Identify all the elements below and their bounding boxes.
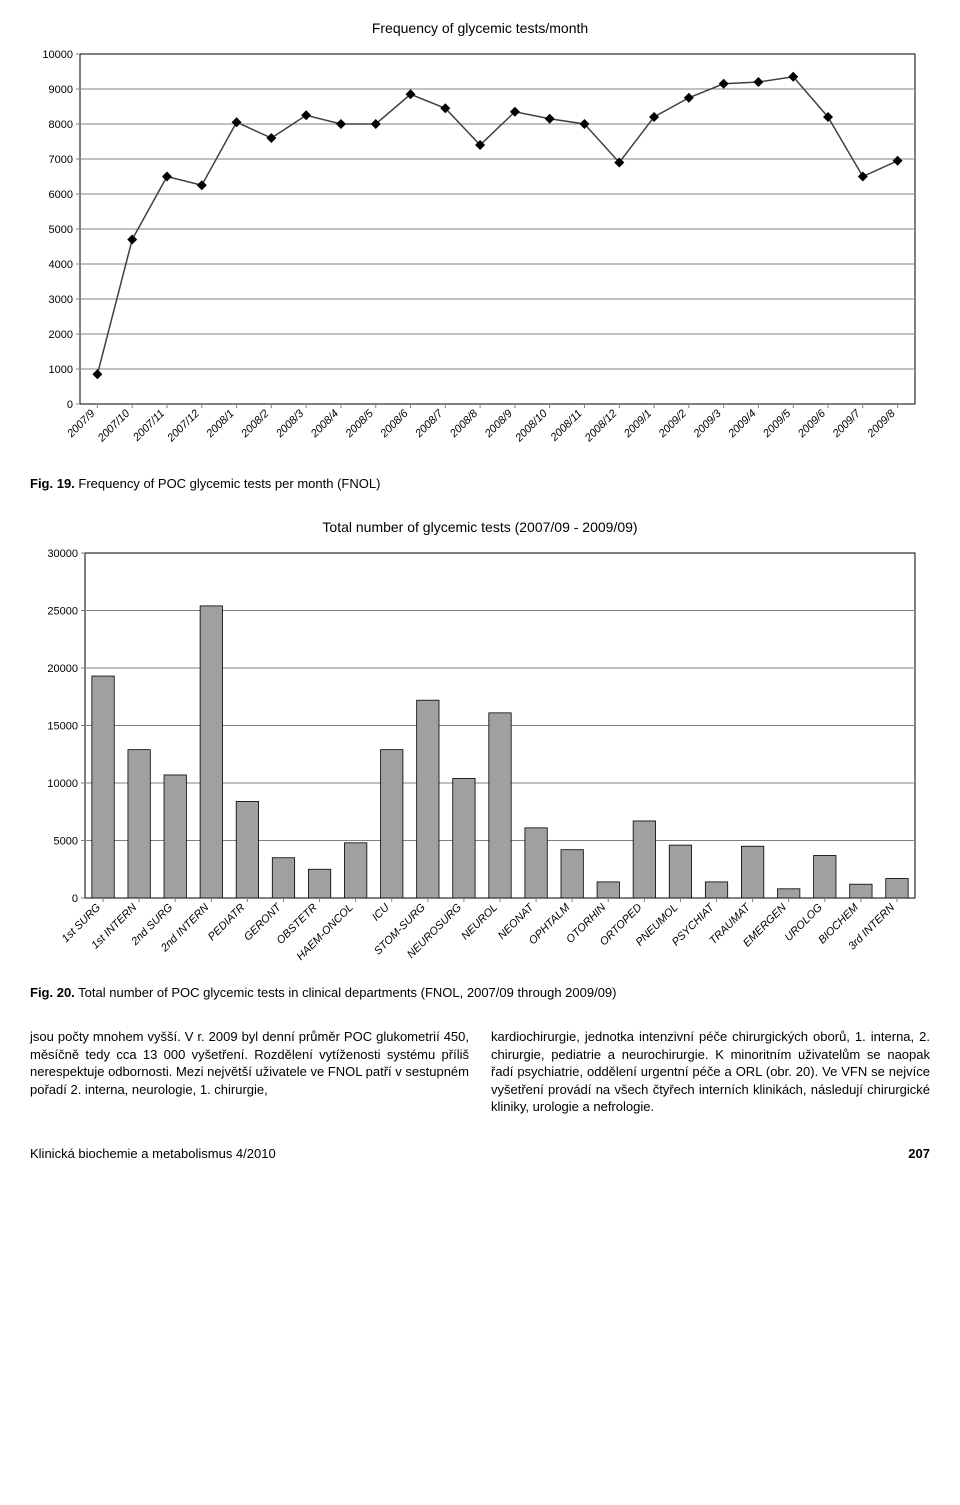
svg-text:20000: 20000 bbox=[47, 663, 78, 675]
svg-text:5000: 5000 bbox=[49, 224, 73, 236]
svg-text:2008/2: 2008/2 bbox=[238, 408, 271, 441]
page-footer: Klinická biochemie a metabolismus 4/2010… bbox=[30, 1146, 930, 1161]
svg-text:2008/7: 2008/7 bbox=[412, 407, 446, 441]
svg-text:2009/7: 2009/7 bbox=[830, 407, 864, 441]
svg-text:PEDIATR: PEDIATR bbox=[206, 902, 248, 944]
svg-text:30000: 30000 bbox=[47, 548, 78, 560]
svg-text:2007/12: 2007/12 bbox=[165, 408, 202, 445]
body-col-right: kardiochirurgie, jednotka intenzivní péč… bbox=[491, 1028, 930, 1116]
chart2-title: Total number of glycemic tests (2007/09 … bbox=[30, 519, 930, 535]
chart2-container: 0500010000150002000025000300001st SURG1s… bbox=[30, 543, 930, 973]
svg-text:9000: 9000 bbox=[49, 84, 73, 96]
fig2-caption-text: Total number of POC glycemic tests in cl… bbox=[75, 985, 617, 1000]
svg-text:2009/1: 2009/1 bbox=[621, 408, 654, 441]
fig2-caption: Fig. 20. Total number of POC glycemic te… bbox=[30, 985, 930, 1000]
fig1-caption: Fig. 19. Frequency of POC glycemic tests… bbox=[30, 476, 930, 491]
body-text-columns: jsou počty mnohem vyšší. V r. 2009 byl d… bbox=[30, 1028, 930, 1116]
svg-text:2008/1: 2008/1 bbox=[204, 408, 237, 441]
svg-text:8000: 8000 bbox=[49, 119, 73, 131]
svg-text:2007/9: 2007/9 bbox=[65, 408, 98, 441]
svg-text:6000: 6000 bbox=[49, 189, 73, 201]
svg-text:0: 0 bbox=[72, 893, 78, 905]
fig1-caption-text: Frequency of POC glycemic tests per mont… bbox=[75, 476, 381, 491]
svg-text:2008/8: 2008/8 bbox=[447, 407, 481, 441]
svg-text:5000: 5000 bbox=[54, 836, 78, 848]
svg-text:25000: 25000 bbox=[47, 606, 78, 618]
fig2-caption-bold: Fig. 20. bbox=[30, 985, 75, 1000]
chart1-title: Frequency of glycemic tests/month bbox=[30, 20, 930, 36]
footer-journal: Klinická biochemie a metabolismus 4/2010 bbox=[30, 1146, 276, 1161]
svg-text:2000: 2000 bbox=[49, 329, 73, 341]
svg-text:2007/11: 2007/11 bbox=[130, 408, 167, 445]
svg-text:2008/4: 2008/4 bbox=[308, 408, 341, 441]
svg-text:7000: 7000 bbox=[49, 154, 73, 166]
svg-text:2008/12: 2008/12 bbox=[582, 408, 619, 445]
svg-text:4000: 4000 bbox=[49, 259, 73, 271]
bar-chart: 0500010000150002000025000300001st SURG1s… bbox=[30, 543, 930, 973]
svg-text:2009/4: 2009/4 bbox=[726, 408, 759, 441]
svg-text:2009/2: 2009/2 bbox=[656, 408, 689, 441]
svg-text:2008/5: 2008/5 bbox=[343, 407, 377, 441]
svg-text:2008/6: 2008/6 bbox=[378, 407, 412, 441]
line-chart: 0 1000 2000 3000 4000 5000 6000 7000 8000 9000 100… bbox=[30, 44, 930, 464]
svg-text:2008/9: 2008/9 bbox=[482, 408, 515, 441]
svg-text:10000: 10000 bbox=[47, 778, 78, 790]
svg-text:2008/3: 2008/3 bbox=[273, 407, 307, 441]
svg-text:2008/10: 2008/10 bbox=[512, 407, 550, 445]
svg-text:1000: 1000 bbox=[49, 364, 73, 376]
svg-text:2007/10: 2007/10 bbox=[95, 407, 133, 445]
svg-text:15000: 15000 bbox=[47, 721, 78, 733]
body-col-left: jsou počty mnohem vyšší. V r. 2009 byl d… bbox=[30, 1028, 469, 1116]
svg-text:2009/3: 2009/3 bbox=[691, 407, 725, 441]
svg-text:ICU: ICU bbox=[370, 902, 392, 924]
svg-text:2009/8: 2009/8 bbox=[865, 407, 899, 441]
fig1-caption-bold: Fig. 19. bbox=[30, 476, 75, 491]
svg-text:2009/6: 2009/6 bbox=[795, 407, 829, 441]
svg-text:2009/5: 2009/5 bbox=[760, 407, 794, 441]
svg-text:3000: 3000 bbox=[49, 294, 73, 306]
svg-text:0: 0 bbox=[67, 399, 73, 411]
svg-text:2008/11: 2008/11 bbox=[548, 408, 585, 445]
svg-text:10000: 10000 bbox=[42, 49, 73, 61]
footer-page-number: 207 bbox=[908, 1146, 930, 1161]
chart1-container: 0 1000 2000 3000 4000 5000 6000 7000 8000 9000 100… bbox=[30, 44, 930, 464]
svg-text:NEUROL: NEUROL bbox=[459, 902, 500, 943]
